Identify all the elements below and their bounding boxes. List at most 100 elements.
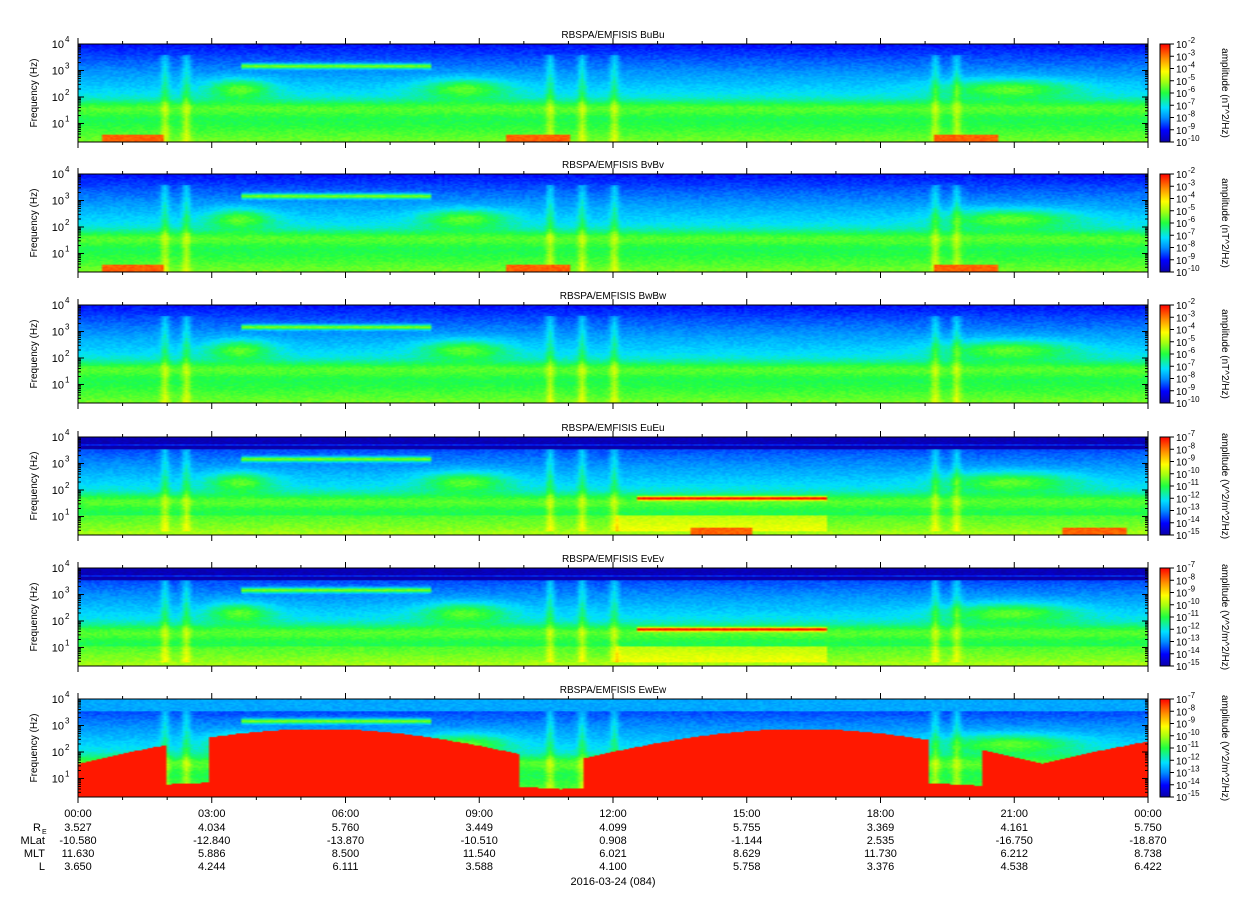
y-tick-exponent: 3 [65, 61, 70, 70]
y-tick-exponent: 2 [65, 743, 70, 752]
colorbar-tick-exponent: -4 [1188, 322, 1196, 331]
colorbar-label: amplitude (V^2/m^2/Hz) [1219, 433, 1230, 539]
colorbar-tick-exponent: -4 [1188, 61, 1196, 70]
ephemeris-value: 4.100 [599, 861, 627, 873]
y-tick-label: 10 [52, 248, 64, 260]
y-tick-exponent: 4 [65, 296, 70, 305]
colorbar-tick-exponent: -3 [1188, 309, 1196, 318]
y-tick-exponent: 4 [65, 559, 70, 568]
colorbar-tick-label: 10 [1176, 101, 1188, 112]
ephemeris-value: 5.886 [198, 848, 226, 860]
x-tick-label: 00:00 [1134, 808, 1162, 820]
colorbar-tick-exponent: -6 [1188, 85, 1196, 94]
y-tick-exponent: 4 [65, 35, 70, 44]
colorbar-tick-exponent: -7 [1188, 227, 1196, 236]
y-tick-label: 10 [52, 511, 64, 523]
colorbar-tick-exponent: -15 [1188, 789, 1200, 798]
ephemeris-value: 4.099 [599, 822, 627, 834]
y-tick-label: 10 [52, 458, 64, 470]
colorbar-tick-exponent: -12 [1188, 752, 1200, 761]
colorbar-tick-exponent: -2 [1188, 166, 1196, 175]
y-tick-exponent: 2 [65, 612, 70, 621]
colorbar-tick-label: 10 [1176, 207, 1188, 218]
y-tick-label: 10 [52, 169, 64, 181]
y-axis-label: Frequency (Hz) [29, 452, 40, 521]
colorbar-tick-label: 10 [1176, 375, 1188, 386]
colorbar-tick-label: 10 [1176, 313, 1188, 324]
colorbar-tick-exponent: -11 [1188, 609, 1200, 618]
ephemeris-value: 0.908 [599, 835, 627, 847]
colorbar-tick-label: 10 [1176, 470, 1188, 481]
colorbar-tick-label: 10 [1176, 338, 1188, 349]
ephemeris-value: 11.630 [62, 848, 95, 860]
y-tick-exponent: 3 [65, 322, 70, 331]
colorbar-tick-exponent: -5 [1188, 73, 1196, 82]
colorbar-tick-label: 10 [1176, 244, 1188, 255]
y-tick-label: 10 [52, 432, 64, 444]
colorbar-tick-label: 10 [1176, 445, 1188, 456]
colorbar-tick-label: 10 [1176, 126, 1188, 137]
colorbar-tick-exponent: -13 [1188, 765, 1200, 774]
colorbar-tick-exponent: -10 [1188, 264, 1200, 273]
ephemeris-value: 11.540 [463, 848, 496, 860]
ephemeris-label: MLT [24, 848, 45, 860]
y-tick-label: 10 [52, 92, 64, 104]
colorbar-tick-label: 10 [1176, 744, 1188, 755]
colorbar-tick-exponent: -13 [1188, 634, 1200, 643]
ephemeris-value: 6.111 [333, 861, 359, 873]
x-tick-label: 21:00 [1000, 808, 1028, 820]
colorbar-tick-exponent: -5 [1188, 203, 1196, 212]
y-tick-exponent: 2 [65, 481, 70, 490]
colorbar-tick-label: 10 [1176, 720, 1188, 731]
colorbar-tick-exponent: -10 [1188, 395, 1200, 404]
colorbar-tick-label: 10 [1176, 40, 1188, 51]
colorbar-tick-exponent: -9 [1188, 383, 1196, 392]
ephemeris-value: -1.144 [731, 835, 762, 847]
y-tick-label: 10 [52, 563, 64, 575]
ephemeris-value: 3.650 [64, 861, 92, 873]
colorbar-tick-label: 10 [1176, 576, 1188, 587]
colorbar-tick-label: 10 [1176, 732, 1188, 743]
colorbar-tick-label: 10 [1176, 662, 1188, 673]
colorbar-tick-label: 10 [1176, 138, 1188, 149]
colorbar-tick-exponent: -10 [1188, 597, 1200, 606]
colorbar-tick-label: 10 [1176, 268, 1188, 279]
ephemeris-label: L [39, 861, 45, 873]
ephemeris-value: 11.730 [864, 848, 897, 860]
colorbar-tick-label: 10 [1176, 707, 1188, 718]
colorbar-tick-exponent: -7 [1188, 97, 1196, 106]
y-axis-label: Frequency (Hz) [29, 714, 40, 783]
colorbar-tick-exponent: -9 [1188, 122, 1196, 131]
panel-title: RBSPA/EMFISIS BuBu [561, 30, 664, 41]
colorbar [1159, 436, 1171, 536]
colorbar-tick-label: 10 [1176, 399, 1188, 410]
ephemeris-value: 6.422 [1134, 861, 1162, 873]
y-tick-label: 10 [52, 300, 64, 312]
spectrogram-image [78, 305, 1148, 403]
colorbar-tick-label: 10 [1176, 362, 1188, 373]
y-tick-exponent: 3 [65, 716, 70, 725]
colorbar-tick-exponent: -8 [1188, 703, 1196, 712]
x-tick-label: 12:00 [599, 808, 627, 820]
colorbar-tick-exponent: -11 [1188, 478, 1200, 487]
y-tick-label: 10 [52, 642, 64, 654]
colorbar-tick-label: 10 [1176, 231, 1188, 242]
colorbar-tick-label: 10 [1176, 482, 1188, 493]
colorbar-tick-label: 10 [1176, 781, 1188, 792]
panel-title: RBSPA/EMFISIS BvBv [562, 160, 664, 171]
ephemeris-value: -18.870 [1129, 835, 1166, 847]
ephemeris-value: -16.750 [996, 835, 1033, 847]
x-tick-label: 03:00 [198, 808, 226, 820]
spectrogram-image [78, 568, 1148, 666]
y-tick-exponent: 1 [65, 638, 70, 647]
colorbar-tick-label: 10 [1176, 114, 1188, 125]
colorbar-tick-label: 10 [1176, 256, 1188, 267]
colorbar-label: amplitude (nT^2/Hz) [1219, 178, 1230, 268]
ephemeris-value: -13.870 [327, 835, 364, 847]
ephemeris-value: -12.840 [193, 835, 230, 847]
